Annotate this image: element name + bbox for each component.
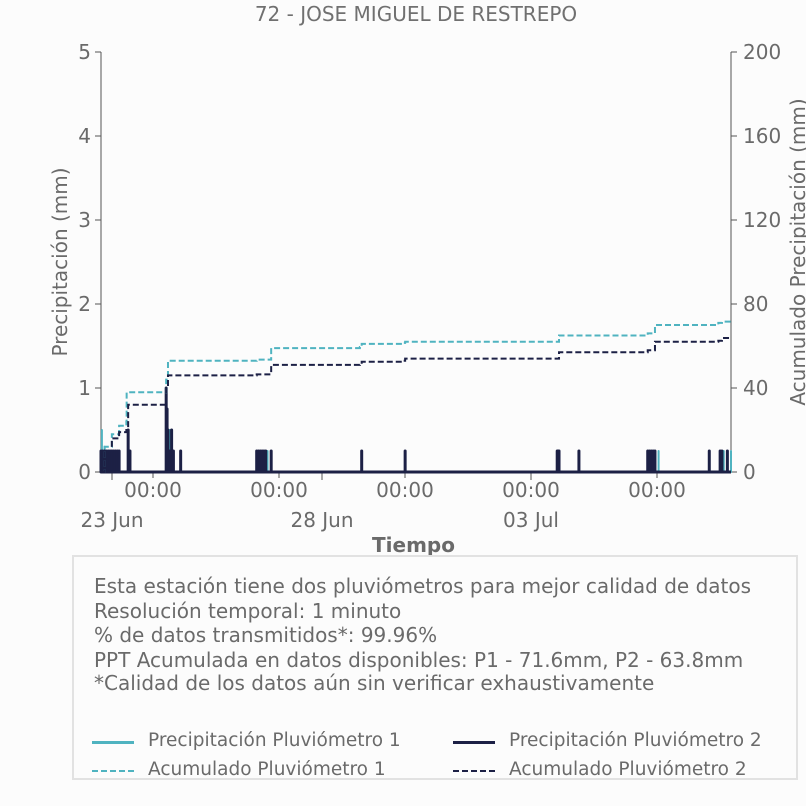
legend-label-precip-1: Precipitación Pluviómetro 1 bbox=[148, 730, 401, 751]
x-tick-label-time: 00:00 bbox=[502, 478, 560, 502]
info-line-two-gauges: Esta estación tiene dos pluviómetros par… bbox=[94, 574, 752, 598]
y-tick-label: 5 bbox=[78, 40, 91, 64]
accumulated-line bbox=[101, 320, 731, 473]
y2-tick-label: 80 bbox=[743, 292, 768, 316]
y2-tick-label: 0 bbox=[743, 460, 756, 484]
legend-label-accum-1: Acumulado Pluviómetro 1 bbox=[148, 759, 386, 780]
info-line-resolution: Resolución temporal: 1 minuto bbox=[94, 599, 402, 623]
x-tick-label-time: 00:00 bbox=[628, 478, 686, 502]
legend-swatch-precip-1 bbox=[92, 741, 134, 744]
accumulated-line bbox=[101, 337, 731, 473]
x-tick-label-time: 00:00 bbox=[376, 478, 434, 502]
y2-tick-label: 160 bbox=[743, 124, 781, 148]
x-tick-label-time: 00:00 bbox=[124, 478, 182, 502]
legend-swatch-accum-2 bbox=[453, 770, 495, 772]
chart-title: 72 - JOSE MIGUEL DE RESTREPO bbox=[254, 2, 578, 26]
info-line-transmitted: % de datos transmitidos*: 99.96% bbox=[94, 623, 438, 647]
x-axis-label: Tiempo bbox=[372, 533, 455, 557]
x-tick-label-date: 28 Jun bbox=[290, 508, 353, 532]
y2-tick-label: 120 bbox=[743, 208, 781, 232]
y2-axis-label: Acumulado Precipitación (mm) bbox=[786, 98, 806, 405]
info-line-quality-note: *Calidad de los datos aún sin verificar … bbox=[94, 671, 655, 695]
y-tick-label: 4 bbox=[78, 124, 91, 148]
y-tick-label: 3 bbox=[78, 208, 91, 232]
y-axis-label: Precipitación (mm) bbox=[48, 167, 72, 356]
y-tick-label: 1 bbox=[78, 376, 91, 400]
y-tick-label: 0 bbox=[78, 460, 91, 484]
y2-tick-label: 40 bbox=[743, 376, 768, 400]
precipitation-chart: 0 1 2 3 4 5 0 40 80 120 160 200 Precipitación (mm) Ac… bbox=[48, 40, 806, 532]
x-tick-label-time: 00:00 bbox=[250, 478, 308, 502]
legend-label-precip-2: Precipitación Pluviómetro 2 bbox=[509, 730, 762, 751]
info-legend-box: Esta estación tiene dos pluviómetros par… bbox=[72, 555, 798, 780]
info-line-accumulated: PPT Acumulada en datos disponibles: P1 -… bbox=[94, 648, 744, 672]
y2-tick-label: 200 bbox=[743, 40, 781, 64]
legend-swatch-precip-2 bbox=[453, 741, 495, 744]
legend-swatch-accum-1 bbox=[92, 770, 134, 772]
legend-label-accum-2: Acumulado Pluviómetro 2 bbox=[509, 759, 747, 780]
y-tick-label: 2 bbox=[78, 292, 91, 316]
x-tick-label-date: 23 Jun bbox=[80, 508, 143, 532]
x-tick-label-date: 03 Jul bbox=[503, 508, 559, 532]
